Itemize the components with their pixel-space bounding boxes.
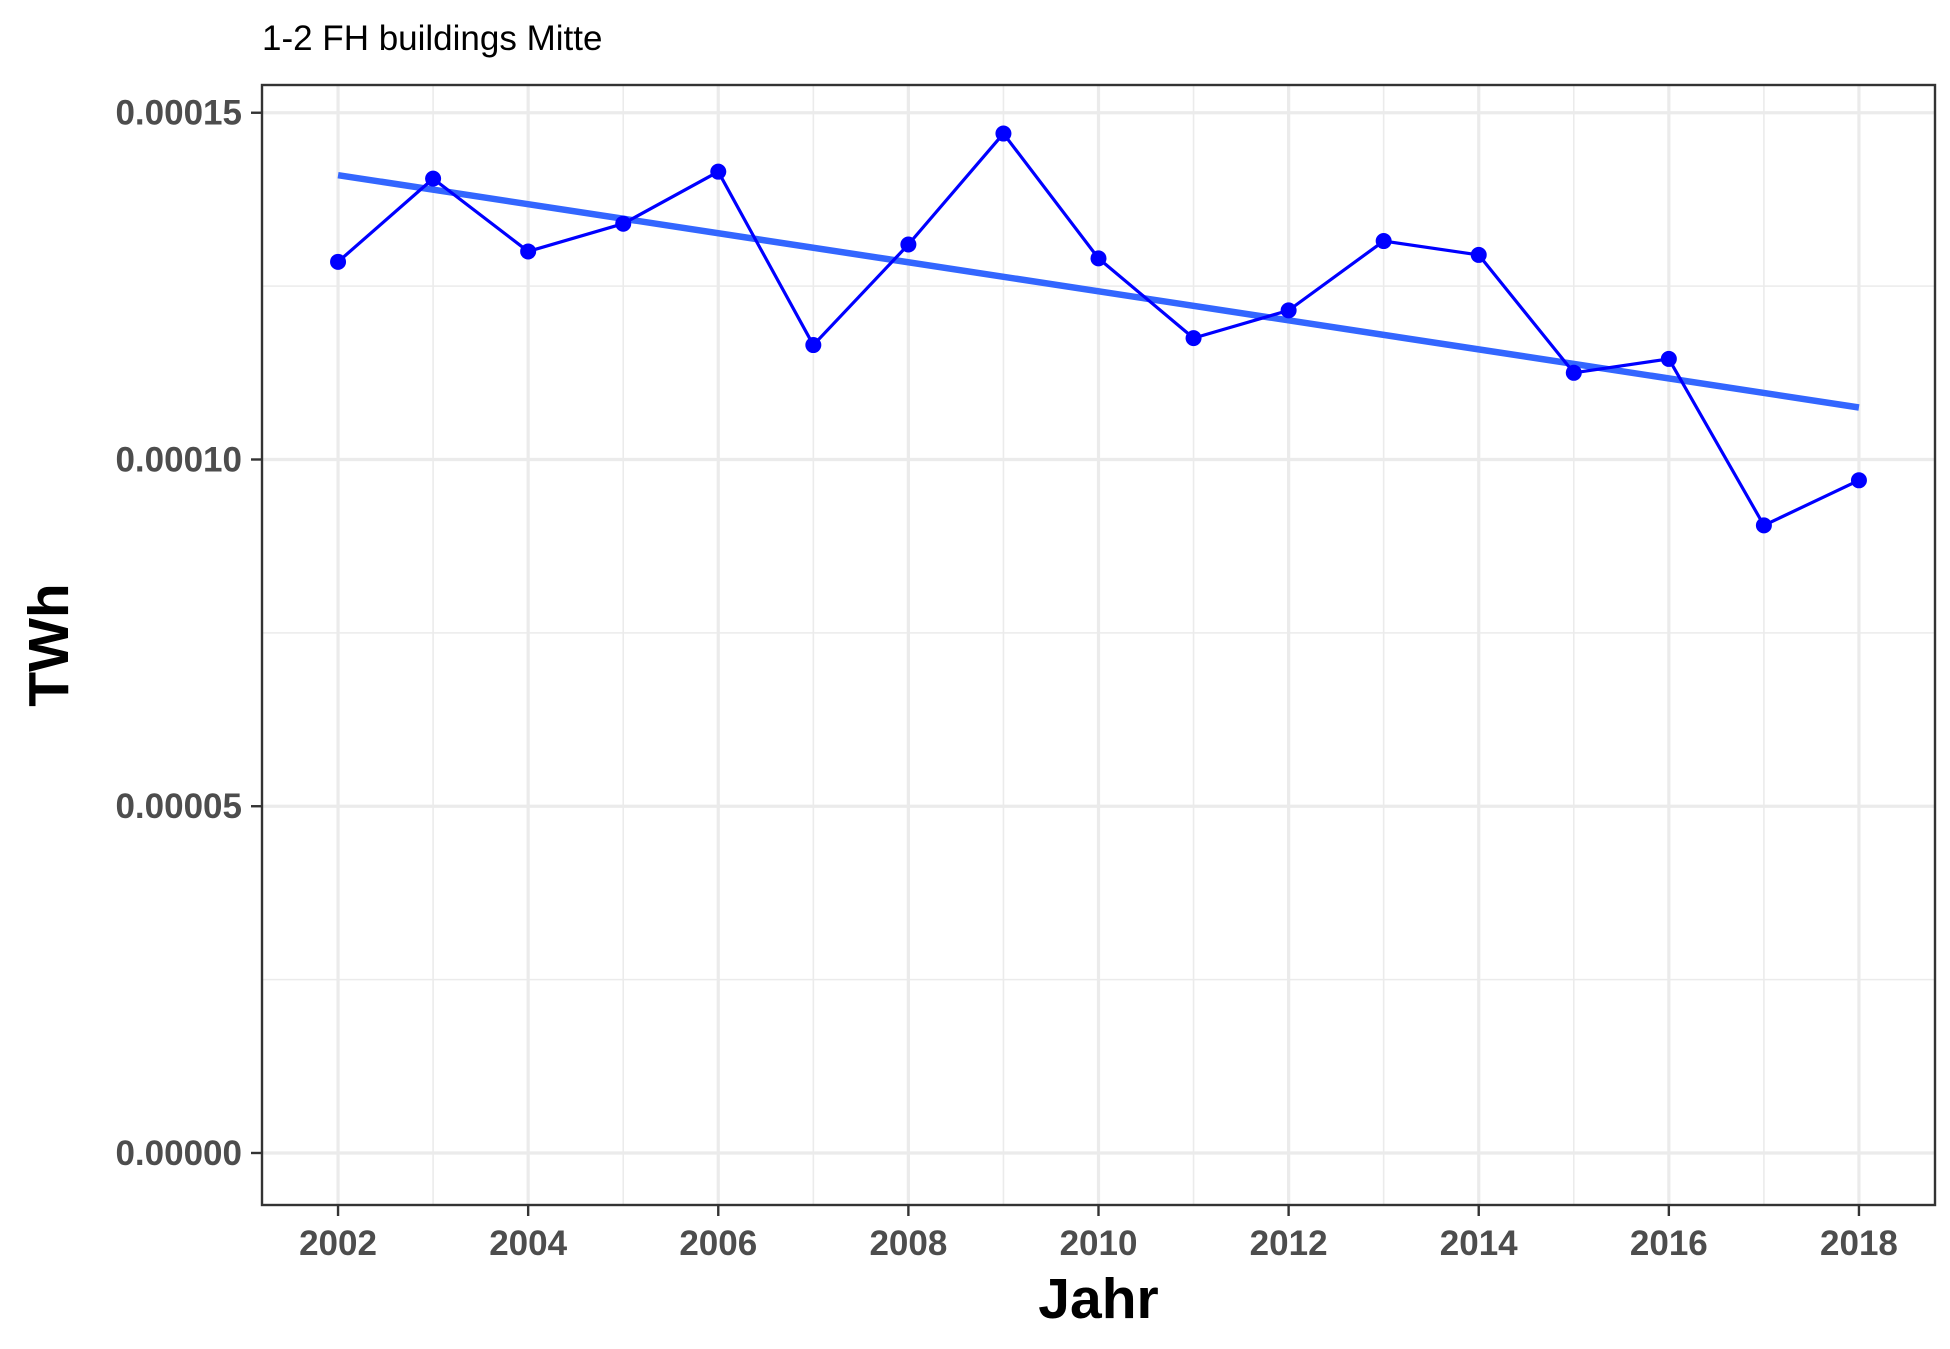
x-tick-label: 2006 — [679, 1224, 757, 1263]
y-tick-label: 0.00005 — [115, 787, 242, 826]
x-tick-label: 2016 — [1630, 1224, 1708, 1263]
data-point — [995, 125, 1012, 142]
x-tick-label: 2004 — [489, 1224, 567, 1263]
data-point — [1090, 250, 1107, 267]
data-point — [1755, 517, 1772, 534]
points-layer — [330, 125, 1867, 534]
y-axis-title: TWh — [17, 583, 81, 706]
x-tick-label: 2010 — [1060, 1224, 1138, 1263]
x-tick-label: 2008 — [869, 1224, 947, 1263]
data-point — [1660, 350, 1677, 367]
y-tick-label: 0.00010 — [115, 440, 242, 479]
data-point — [520, 243, 537, 260]
data-point — [900, 236, 917, 253]
data-point — [1565, 364, 1582, 381]
data-point — [425, 170, 442, 187]
y-tick-labels: 0.00000 0.00005 0.00010 0.00015 — [115, 94, 242, 1173]
ticks — [251, 111, 1861, 1216]
y-tick-label: 0.00015 — [115, 94, 242, 133]
y-tick-label: 0.00000 — [115, 1134, 242, 1173]
data-point — [1470, 246, 1487, 263]
x-tick-label: 2018 — [1820, 1224, 1898, 1263]
data-point — [1185, 330, 1202, 347]
data-point — [1850, 472, 1867, 489]
x-tick-label: 2012 — [1250, 1224, 1328, 1263]
x-tick-label: 2002 — [299, 1224, 377, 1263]
data-point — [1280, 302, 1297, 319]
grid — [262, 85, 1935, 1205]
chart-title: 1-2 FH buildings Mitte — [262, 19, 602, 58]
data-point — [615, 215, 632, 232]
x-tick-labels: 2002 2004 2006 2008 2010 2012 2014 2016 2018 — [299, 1224, 1898, 1263]
data-point — [330, 253, 347, 270]
x-axis-title: Jahr — [1038, 1267, 1158, 1331]
x-tick-label: 2014 — [1440, 1224, 1518, 1263]
data-point — [1375, 233, 1392, 250]
data-point — [710, 163, 727, 180]
data-point — [805, 337, 822, 354]
